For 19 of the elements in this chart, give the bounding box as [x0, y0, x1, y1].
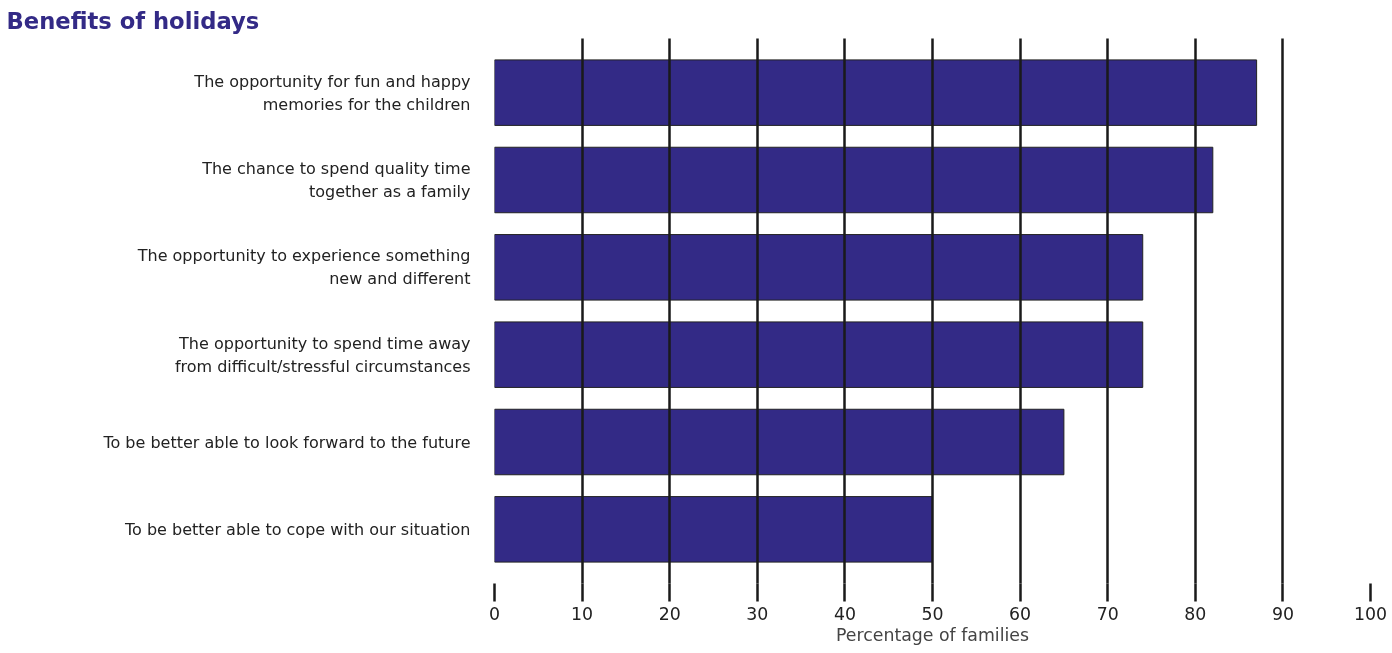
- x-tick-label: 10: [571, 603, 594, 624]
- y-tick-label: To be better able to look forward to the future: [102, 432, 471, 452]
- x-axis-title: Percentage of families: [836, 624, 1029, 645]
- x-tick-label: 0: [488, 603, 501, 624]
- y-tick-label: The chance to spend quality time together as a family: [201, 159, 471, 201]
- x-tick-label: 80: [1184, 603, 1207, 624]
- y-tick-label: The opportunity to spend time away from difficult/stressful circumstances: [174, 333, 471, 376]
- x-tick-label: 40: [833, 603, 856, 624]
- y-tick-label: The opportunity to experience something new and different: [136, 246, 471, 289]
- x-tick-label: 30: [746, 603, 769, 624]
- x-tick-label: 100: [1353, 603, 1388, 624]
- x-tick-label: 70: [1096, 603, 1119, 624]
- text: Benefits of holidays: [6, 7, 260, 34]
- x-tick-label: 20: [658, 603, 681, 624]
- y-tick-label: To be better able to cope with our situation: [124, 519, 471, 539]
- x-tick-label: 50: [921, 603, 944, 624]
- x-tick-label: 60: [1009, 603, 1032, 624]
- y-tick-label: The opportunity for fun and happy memories for the children: [193, 71, 471, 114]
- x-tick-label: 90: [1271, 603, 1294, 624]
